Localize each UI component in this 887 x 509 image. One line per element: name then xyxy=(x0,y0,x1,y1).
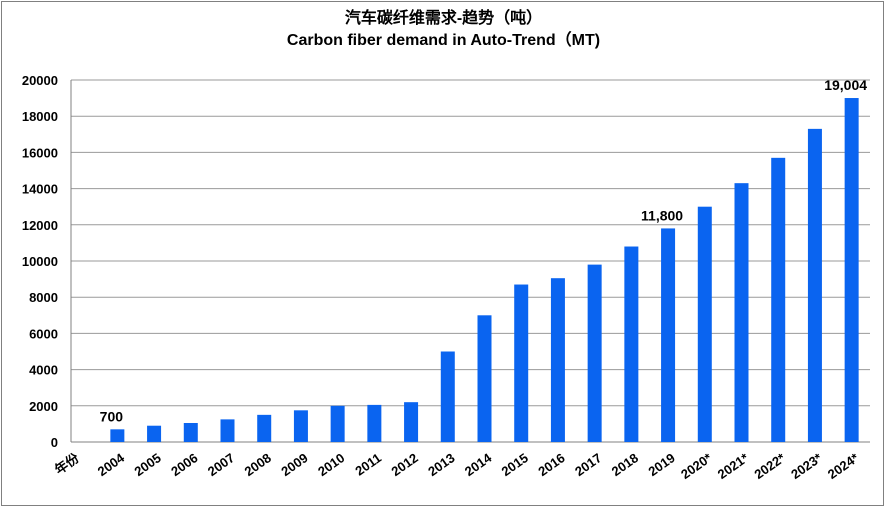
y-tick-label: 8000 xyxy=(29,290,58,305)
gridlines xyxy=(71,79,870,407)
x-tick-label: 2015 xyxy=(499,450,531,479)
x-tick-label: 2006 xyxy=(168,450,200,479)
y-tick-label: 6000 xyxy=(29,326,58,341)
x-tick-label: 2011 xyxy=(352,450,384,478)
y-tick-label: 14000 xyxy=(22,182,58,197)
x-tick-label: 2010 xyxy=(315,450,347,479)
y-tick-label: 12000 xyxy=(22,218,58,233)
x-tick-label: 2009 xyxy=(278,450,310,479)
bar xyxy=(147,425,162,442)
x-tick-label: 2018 xyxy=(609,450,641,479)
chart-title: 汽车碳纤维需求-趋势（吨） xyxy=(344,10,543,27)
x-tick-label: 2020* xyxy=(678,450,715,482)
data-label: 11,800 xyxy=(641,207,683,223)
bar xyxy=(734,183,749,443)
bar xyxy=(293,410,308,442)
bar xyxy=(514,284,529,442)
bar xyxy=(661,228,676,442)
bar xyxy=(220,419,235,442)
x-tick-label: 2024* xyxy=(825,450,862,482)
x-tick-label: 2013 xyxy=(425,450,457,479)
y-tick-label: 4000 xyxy=(29,363,58,378)
chart-subtitle: Carbon fiber demand in Auto-Trend（MT) xyxy=(286,32,601,49)
x-tick-label: 2019 xyxy=(645,450,677,479)
x-tick-label: 2016 xyxy=(535,450,567,479)
y-tick-label: 16000 xyxy=(22,145,58,160)
y-tick-label: 2000 xyxy=(29,399,58,414)
x-tick-label: 2007 xyxy=(205,450,237,479)
y-tick-label: 20000 xyxy=(22,73,58,88)
bar xyxy=(367,404,382,442)
chart-title-block: 汽车碳纤维需求-趋势（吨） Carbon fiber demand in Aut… xyxy=(0,8,887,52)
bar xyxy=(624,246,639,442)
data-label: 19,004 xyxy=(824,77,867,93)
x-tick-label: 2021* xyxy=(715,450,752,482)
x-tick-label: 2017 xyxy=(572,450,604,479)
bars xyxy=(110,98,859,443)
y-tick-label: 18000 xyxy=(22,109,58,124)
x-tick-label: 2014 xyxy=(462,450,495,479)
x-tick-label: 2023* xyxy=(788,450,825,482)
y-tick-label: 10000 xyxy=(22,254,58,269)
x-tick-label: 2022* xyxy=(751,450,788,482)
bar xyxy=(771,157,786,442)
y-tick-label: 0 xyxy=(51,435,58,450)
x-tick-label: 2004 xyxy=(95,450,128,479)
bar xyxy=(110,429,125,442)
x-axis-label: 年份 xyxy=(52,450,83,478)
bar xyxy=(844,98,859,443)
bar xyxy=(330,405,345,442)
bar xyxy=(404,402,419,442)
x-tick-label: 2005 xyxy=(131,450,163,479)
x-tick-label: 2008 xyxy=(242,450,274,479)
bar xyxy=(587,264,602,442)
bar xyxy=(477,315,492,442)
bar xyxy=(697,206,712,442)
bar xyxy=(550,278,565,442)
bar xyxy=(183,422,198,442)
bar xyxy=(807,128,822,442)
bar xyxy=(440,351,455,442)
x-tick-label: 2012 xyxy=(388,450,420,479)
bar xyxy=(257,414,272,442)
data-label: 700 xyxy=(100,408,124,424)
